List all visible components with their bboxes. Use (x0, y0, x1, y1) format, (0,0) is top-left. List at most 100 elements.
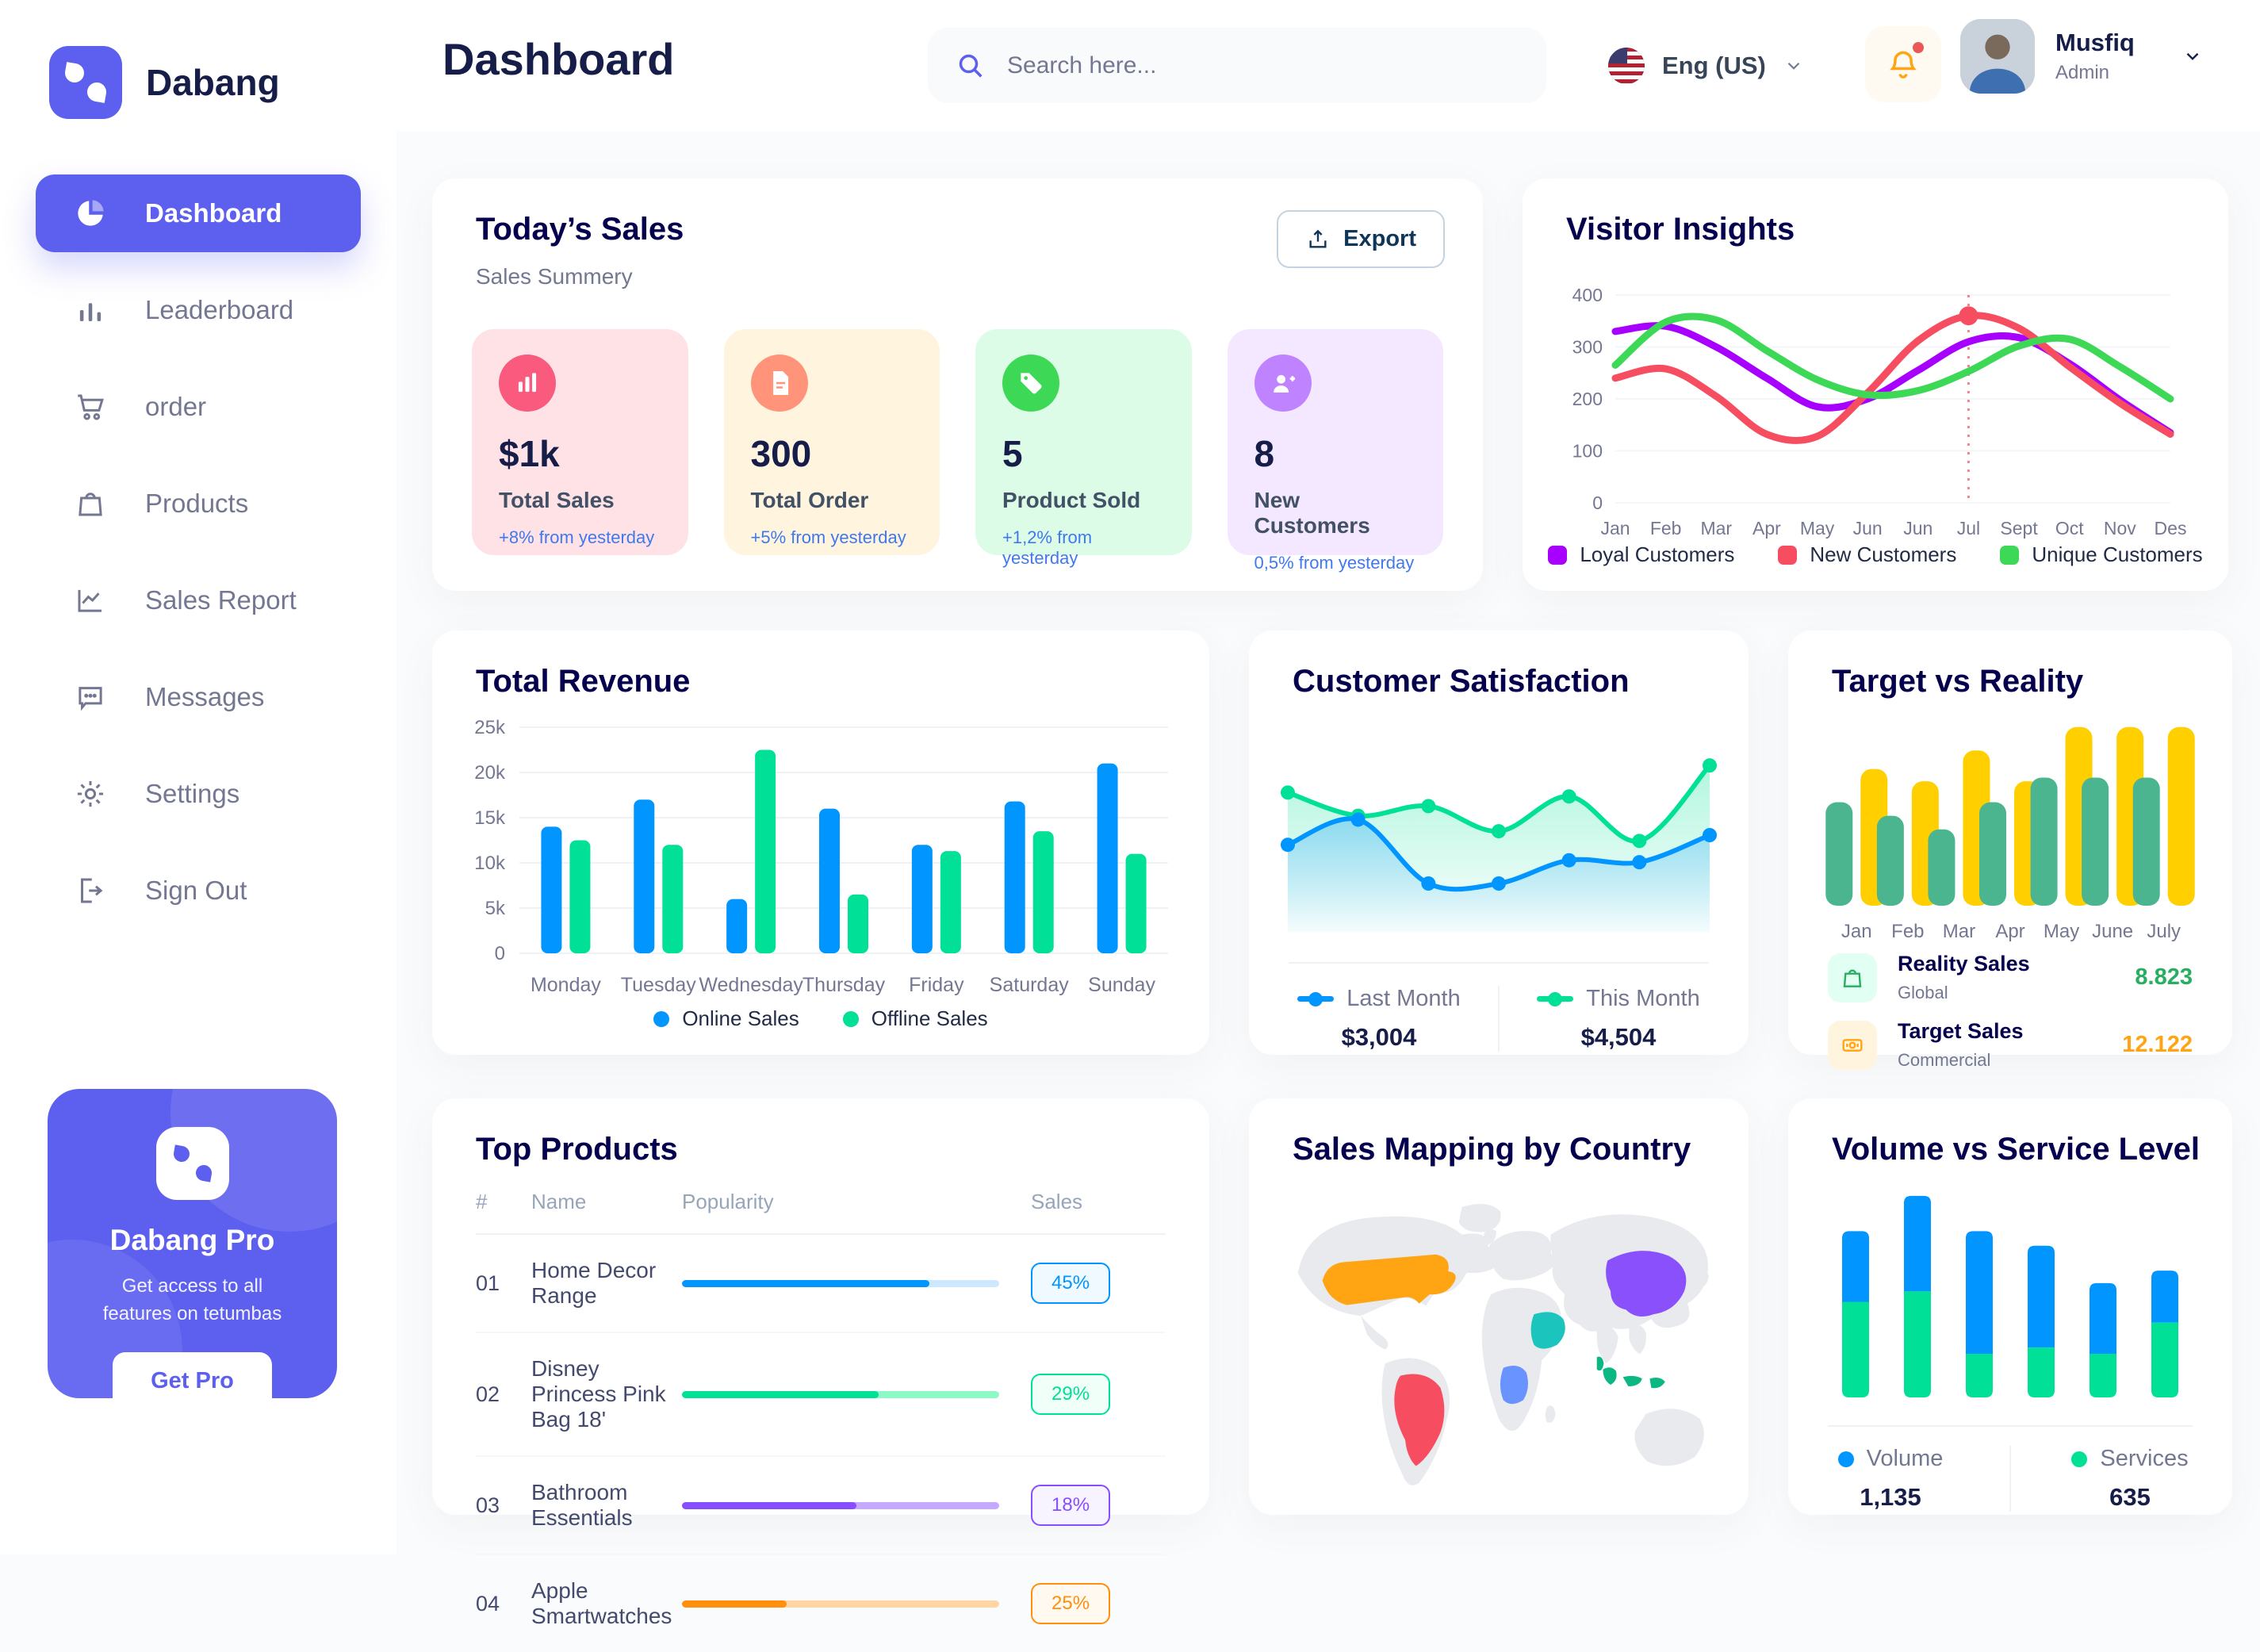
bag-icon (79, 493, 102, 516)
legend-label: Online Sales (682, 1006, 799, 1030)
country-china[interactable] (1606, 1251, 1687, 1317)
main-content: Today’s Sales Sales Summery Export $1k T… (396, 131, 2260, 1628)
bar-chart-icon (499, 355, 556, 412)
country-indonesia[interactable] (1596, 1356, 1665, 1389)
promo-title: Dabang Pro (109, 1224, 275, 1256)
cell-num: 02 (476, 1382, 500, 1406)
promo-subtitle-line1: Get access to all (121, 1275, 263, 1297)
table-row: 02 Disney Princess Pink Bag 18' 29% (476, 1333, 1166, 1457)
chart-legend: Loyal Customers New Customers Unique Cus… (1523, 542, 2228, 567)
chart-legend: Online Sales Offline Sales (432, 1006, 1209, 1031)
stat-note: +8% from yesterday (499, 527, 655, 547)
world-map (1297, 1204, 1709, 1485)
legend-sub: Global (1898, 983, 1948, 1002)
sidebar-item-settings[interactable]: Settings (36, 755, 361, 833)
customer-satisfaction-card: Customer Satisfaction Last Month $3,004 … (1249, 631, 1749, 1055)
madagascar (1545, 1405, 1556, 1423)
svg-text:Jan: Jan (1600, 518, 1630, 539)
country-united-states[interactable] (1322, 1254, 1456, 1305)
export-icon (1309, 229, 1327, 248)
legend-item: Unique Customers (2000, 542, 2203, 567)
sales-badge: 25% (1031, 1583, 1111, 1624)
continent-central-america (1361, 1316, 1389, 1350)
stat-total-sales: $1k Total Sales +8% from yesterday (472, 329, 688, 555)
sidebar-item-label: Sales Report (145, 585, 297, 615)
top-bar: Dashboard Eng (US) Musfiq Admin (396, 0, 2260, 131)
svg-text:Thursday: Thursday (802, 974, 886, 996)
sidebar-item-sales-report[interactable]: Sales Report (36, 562, 361, 639)
cell-num: 01 (476, 1271, 500, 1295)
stat-label: Total Order (750, 488, 869, 512)
legend-item-services: Services 635 (2035, 1446, 2225, 1512)
language-selector[interactable]: Eng (US) (1608, 32, 1804, 99)
dabang-pro-logo-icon (155, 1127, 229, 1200)
svg-text:Oct: Oct (2055, 518, 2084, 539)
chart-legend: Reality Sales Global 8.823 Target Sales … (1828, 952, 2193, 1071)
country-saudi-arabia[interactable] (1530, 1312, 1565, 1349)
todays-sales-card: Today’s Sales Sales Summery Export $1k T… (432, 178, 1483, 591)
svg-text:Saturday: Saturday (990, 974, 1070, 996)
sidebar-item-sign-out[interactable]: Sign Out (36, 852, 361, 929)
search-bar[interactable] (928, 28, 1546, 103)
stat-note: +1,2% from yesterday (1002, 527, 1093, 568)
legend-swatch (1778, 545, 1798, 565)
svg-text:Jan: Jan (1841, 921, 1872, 942)
col-sales: Sales (1031, 1190, 1083, 1213)
sidebar-item-label: Settings (145, 779, 240, 808)
svg-text:Nov: Nov (2104, 518, 2136, 539)
sidebar-item-dashboard[interactable]: Dashboard (36, 174, 361, 252)
chevron-down-icon (1787, 62, 1800, 70)
sidebar: Dabang Dashboard Leaderboard order Produ… (0, 0, 396, 1554)
country-brazil[interactable] (1394, 1374, 1445, 1466)
card-title: Top Products (476, 1132, 678, 1167)
order-file-icon (750, 355, 808, 412)
legend-dot-line-icon (1537, 991, 1574, 1006)
svg-text:5k: 5k (485, 898, 506, 919)
user-info: Musfiq Admin (2055, 29, 2135, 84)
search-input[interactable] (1007, 52, 1519, 79)
sidebar-item-leaderboard[interactable]: Leaderboard (36, 271, 361, 349)
svg-text:Sept: Sept (2000, 518, 2038, 539)
tag-icon (1002, 355, 1059, 412)
export-button[interactable]: Export (1277, 210, 1445, 268)
legend-label: Last Month (1346, 986, 1461, 1011)
page-title: Dashboard (442, 34, 675, 84)
brand-name: Dabang (146, 62, 280, 103)
sidebar-item-order[interactable]: order (36, 368, 361, 446)
continent-europe (1489, 1231, 1555, 1281)
stat-label: Product Sold (1002, 488, 1141, 512)
bag-icon (1828, 952, 1877, 1002)
user-menu[interactable]: Musfiq Admin (1960, 19, 2203, 94)
col-name: Name (531, 1190, 587, 1213)
sidebar-item-products[interactable]: Products (36, 465, 361, 542)
legend-item: Loyal Customers (1548, 542, 1734, 567)
legend-item-last-month: Last Month $3,004 (1284, 986, 1474, 1052)
legend-item: Offline Sales (842, 1006, 988, 1031)
avatar (1960, 19, 2035, 94)
legend-item: Online Sales (653, 1006, 799, 1031)
ticket-icon (1828, 1020, 1877, 1070)
get-pro-button[interactable]: Get Pro (113, 1351, 272, 1398)
pie-chart-icon (78, 200, 104, 226)
svg-text:Feb: Feb (1650, 518, 1682, 539)
sign-out-icon (81, 878, 103, 903)
customer-satisfaction-chart (1281, 758, 1717, 932)
sales-badge: 45% (1031, 1263, 1111, 1304)
legend-name: Target Sales (1898, 1019, 2024, 1043)
svg-text:Apr: Apr (1752, 518, 1781, 539)
legend-dot (842, 1010, 859, 1027)
cell-name: Bathroom Essentials (531, 1480, 633, 1530)
divider (1498, 986, 1500, 1052)
notifications-button[interactable] (1865, 26, 1941, 102)
sidebar-item-messages[interactable]: Messages (36, 658, 361, 736)
legend-total: 635 (2109, 1483, 2151, 1511)
legend-label: Offline Sales (871, 1006, 988, 1030)
bar-chart-icon (79, 303, 102, 321)
cell-num: 03 (476, 1493, 500, 1517)
stat-label: Total Sales (499, 488, 615, 512)
sales-badge: 29% (1031, 1374, 1111, 1415)
svg-text:15k: 15k (474, 807, 506, 829)
card-title: Volume vs Service Level (1832, 1132, 2200, 1167)
country-dr-congo[interactable] (1500, 1365, 1528, 1405)
legend-dot (1837, 1451, 1854, 1467)
